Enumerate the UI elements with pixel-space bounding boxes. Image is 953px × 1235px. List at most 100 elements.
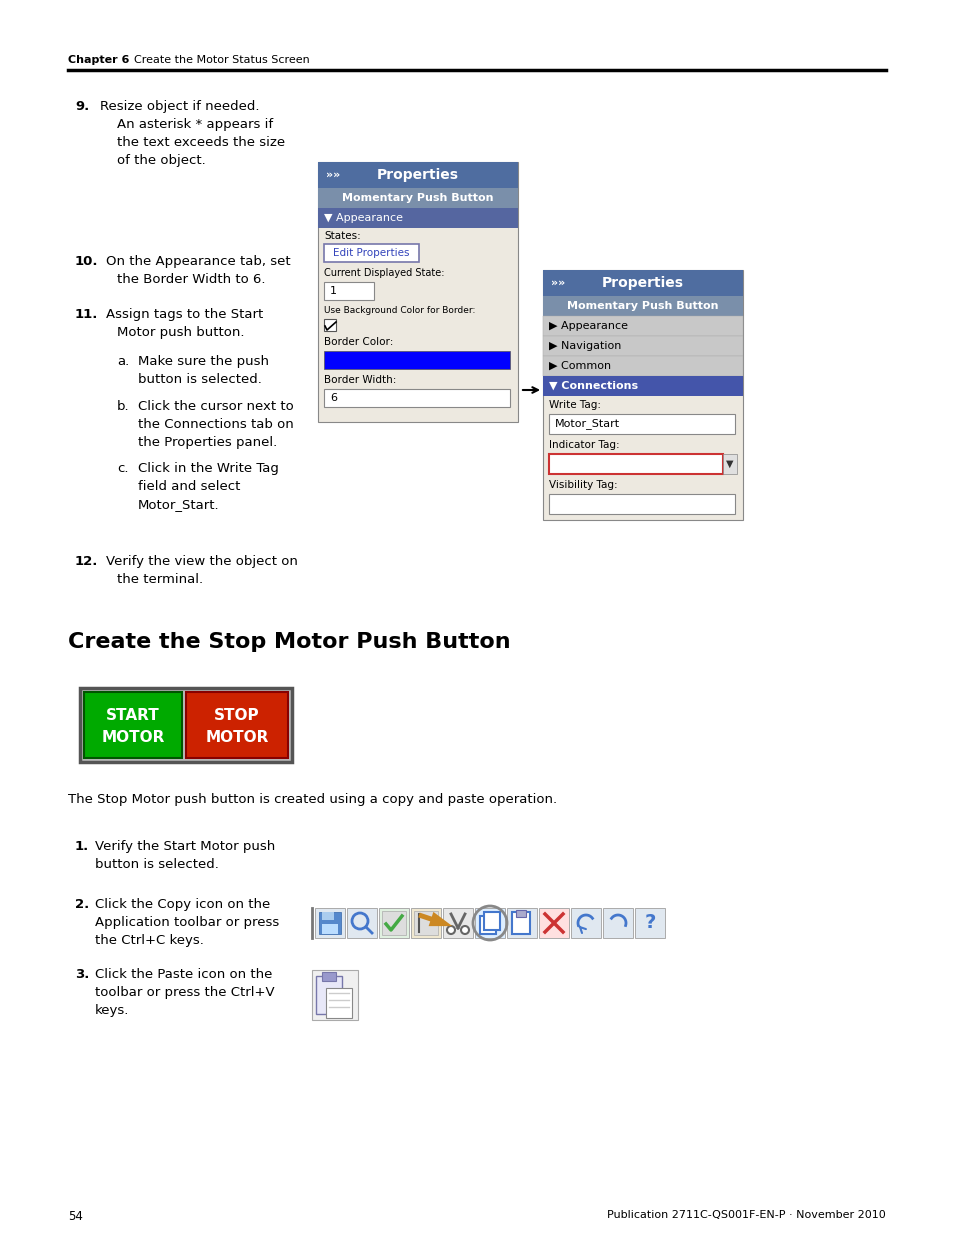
Text: the text exceeds the size: the text exceeds the size [117,136,285,149]
Text: On the Appearance tab, set: On the Appearance tab, set [106,254,291,268]
Bar [722,454,737,474]
Text: Create the Stop Motor Push Button: Create the Stop Motor Push Button [68,632,510,652]
Text: ?: ? [643,914,655,932]
Text: a.: a. [117,354,129,368]
Text: Chapter 6: Chapter 6 [68,56,130,65]
Bar [414,911,437,935]
Bar [548,494,734,514]
Text: 9.: 9. [75,100,90,112]
Text: ▼ Connections: ▼ Connections [548,382,638,391]
Bar [322,972,335,981]
Text: 6: 6 [330,393,336,403]
Text: Border Color:: Border Color: [324,337,393,347]
Text: Properties: Properties [601,275,683,290]
Text: Current Displayed State:: Current Displayed State: [324,268,444,278]
Text: Click the Paste icon on the: Click the Paste icon on the [95,968,273,981]
Bar [542,270,742,296]
Text: Click in the Write Tag: Click in the Write Tag [138,462,278,475]
Text: Make sure the push: Make sure the push [138,354,269,368]
Bar [324,282,374,300]
Bar [542,336,742,356]
Text: ▶ Common: ▶ Common [548,361,611,370]
Text: field and select: field and select [138,480,240,493]
Bar [324,351,510,369]
Bar [317,188,517,207]
Text: Click the cursor next to: Click the cursor next to [138,400,294,412]
Bar [602,908,633,939]
Bar [80,688,292,762]
Text: keys.: keys. [95,1004,130,1016]
Text: Create the Motor Status Screen: Create the Motor Status Screen [120,56,310,65]
Bar [84,692,182,758]
Bar [571,908,600,939]
Text: Momentary Push Button: Momentary Push Button [567,301,718,311]
Text: Motor_Start: Motor_Start [555,419,619,430]
Text: Write Tag:: Write Tag: [548,400,600,410]
Bar [542,356,742,375]
Bar [542,270,742,520]
Text: Visibility Tag:: Visibility Tag: [548,480,617,490]
Text: Motor_Start.: Motor_Start. [138,498,219,511]
FancyArrow shape [417,911,452,926]
Text: Resize object if needed.: Resize object if needed. [100,100,259,112]
Circle shape [447,926,455,934]
Text: 1: 1 [330,287,336,296]
Bar [317,162,517,422]
Text: toolbar or press the Ctrl+V: toolbar or press the Ctrl+V [95,986,274,999]
Bar [312,969,357,1020]
Bar [186,692,288,758]
Bar [542,296,742,316]
Bar [442,908,473,939]
Text: ▼ Appearance: ▼ Appearance [324,212,402,224]
Bar [318,911,340,934]
Text: the terminal.: the terminal. [117,573,203,585]
Text: Indicator Tag:: Indicator Tag: [548,440,619,450]
Bar [542,316,742,336]
Text: 10.: 10. [75,254,98,268]
Bar [475,908,504,939]
Bar [322,924,337,934]
Text: »»: »» [326,170,340,180]
Text: Properties: Properties [376,168,458,182]
Text: button is selected.: button is selected. [95,858,218,871]
Text: the Properties panel.: the Properties panel. [138,436,277,450]
Text: Publication 2711C-QS001F-EN-P · November 2010: Publication 2711C-QS001F-EN-P · November… [607,1210,885,1220]
Text: The Stop Motor push button is created using a copy and paste operation.: The Stop Motor push button is created us… [68,793,557,806]
Text: An asterisk * appears if: An asterisk * appears if [117,119,273,131]
Text: 12.: 12. [75,555,98,568]
Bar [322,911,334,920]
Text: MOTOR: MOTOR [205,730,269,745]
Text: Verify the Start Motor push: Verify the Start Motor push [95,840,275,853]
Text: Momentary Push Button: Momentary Push Button [342,193,494,203]
Text: »»: »» [551,278,565,288]
Bar [548,414,734,433]
Text: STOP: STOP [214,708,259,722]
Bar [324,389,510,408]
Text: 2.: 2. [75,898,90,911]
Text: 3.: 3. [75,968,90,981]
Text: 1.: 1. [75,840,90,853]
Bar [317,207,517,228]
Bar [516,910,525,918]
Text: Click the Copy icon on the: Click the Copy icon on the [95,898,270,911]
Text: Verify the view the object on: Verify the view the object on [106,555,297,568]
Bar [381,911,406,935]
Text: Application toolbar or press: Application toolbar or press [95,916,279,929]
Text: MOTOR: MOTOR [101,730,165,745]
Bar [378,908,409,939]
Text: ▶ Appearance: ▶ Appearance [548,321,627,331]
Bar [411,908,440,939]
Text: 11.: 11. [75,308,98,321]
Bar [512,911,530,934]
Text: ▶ Navigation: ▶ Navigation [548,341,620,351]
Text: 54: 54 [68,1210,83,1223]
Text: button is selected.: button is selected. [138,373,262,387]
Bar [347,908,376,939]
Text: Assign tags to the Start: Assign tags to the Start [106,308,263,321]
Text: Edit Properties: Edit Properties [333,248,409,258]
Text: Motor push button.: Motor push button. [117,326,244,338]
Text: of the object.: of the object. [117,154,206,167]
Bar [635,908,664,939]
Text: Border Width:: Border Width: [324,375,395,385]
Circle shape [460,926,469,934]
